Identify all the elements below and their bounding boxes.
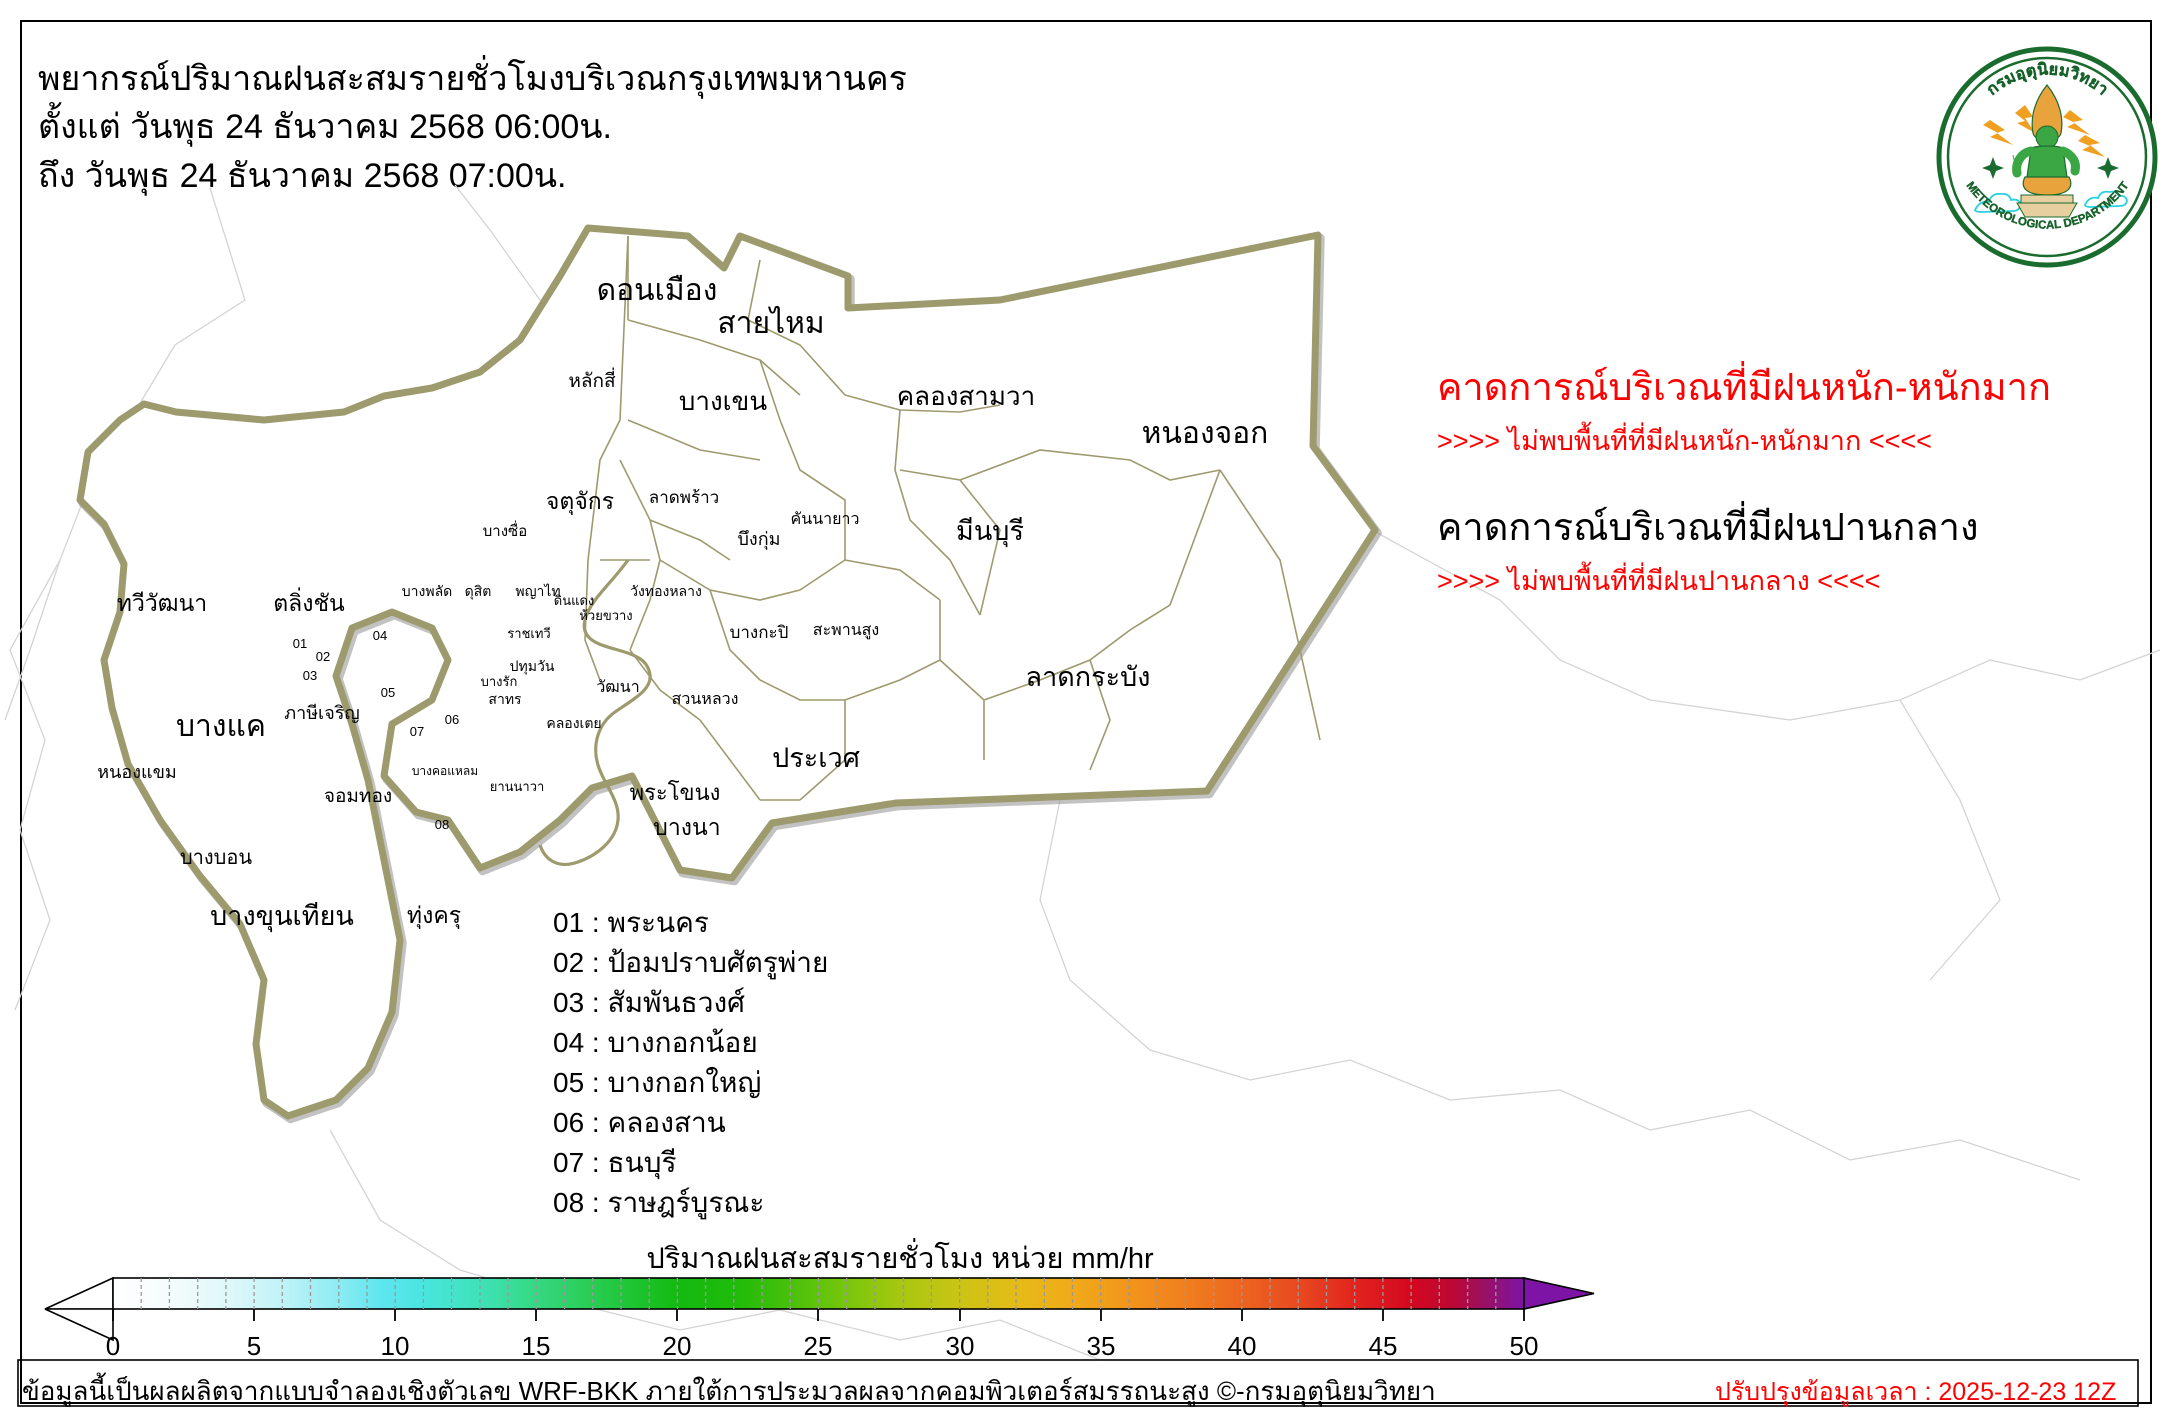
svg-text:สวนหลวง: สวนหลวง [672,691,739,708]
svg-text:ภาษีเจริญ: ภาษีเจริญ [284,703,360,723]
svg-text:บางแค: บางแค [176,710,266,743]
svg-text:07: 07 [410,724,424,739]
svg-text:บางรัก: บางรัก [481,674,518,689]
svg-text:บางกะปิ: บางกะปิ [730,623,789,642]
svg-text:วังทองหลาง: วังทองหลาง [630,583,702,599]
svg-text:02: 02 [316,649,330,664]
svg-text:หนองจอก: หนองจอก [1142,417,1269,450]
svg-text:สะพานสูง: สะพานสูง [813,622,879,640]
svg-text:20: 20 [663,1331,692,1361]
svg-text:25: 25 [804,1331,833,1361]
svg-text:บางเขน: บางเขน [679,386,767,416]
svg-text:คลองสามวา: คลองสามวา [897,381,1035,411]
svg-text:10: 10 [381,1331,410,1361]
svg-text:ปรับปรุงข้อมูลเวลา : 2025-12-2: ปรับปรุงข้อมูลเวลา : 2025-12-23 12Z [1715,1378,2116,1407]
svg-text:ดอนเมือง: ดอนเมือง [597,274,718,307]
svg-text:ปทุมวัน: ปทุมวัน [510,658,555,675]
svg-text:ยานนาวา: ยานนาวา [490,779,545,794]
svg-text:>>>> ไม่พบพื้นที่ที่มีฝนปานกลา: >>>> ไม่พบพื้นที่ที่มีฝนปานกลาง <<<< [1437,561,1880,596]
svg-text:ปริมาณฝนสะสมรายชั่วโมง หน่วย m: ปริมาณฝนสะสมรายชั่วโมง หน่วย mm/hr [646,1238,1154,1275]
svg-text:01 : พระนคร: 01 : พระนคร [553,907,709,938]
svg-text:ห้วยขวาง: ห้วยขวาง [579,608,632,623]
svg-text:วัฒนา: วัฒนา [596,679,639,696]
svg-text:07 : ธนบุรี: 07 : ธนบุรี [553,1147,677,1180]
svg-text:ข้อมูลนี้เป็นผลผลิตจากแบบจำลอง: ข้อมูลนี้เป็นผลผลิตจากแบบจำลองเชิงตัวเลข… [22,1372,1436,1407]
svg-text:ตลิ่งชัน: ตลิ่งชัน [273,587,345,616]
svg-text:40: 40 [1228,1331,1257,1361]
svg-text:5: 5 [247,1331,261,1361]
svg-text:03 : สัมพันธวงศ์: 03 : สัมพันธวงศ์ [553,987,745,1018]
svg-text:06: 06 [445,712,459,727]
svg-text:08 : ราษฎร์บูรณะ: 08 : ราษฎร์บูรณะ [553,1187,764,1220]
svg-text:สายไหม: สายไหม [717,305,824,340]
svg-text:0: 0 [106,1331,120,1361]
svg-text:บางพลัด: บางพลัด [402,583,452,599]
svg-text:02 : ป้อมปราบศัตรูพ่าย: 02 : ป้อมปราบศัตรูพ่าย [553,947,828,980]
svg-text:15: 15 [522,1331,551,1361]
svg-text:ราชเทวี: ราชเทวี [507,626,550,641]
svg-text:35: 35 [1087,1331,1116,1361]
svg-text:พระโขนง: พระโขนง [630,780,721,805]
svg-text:จอมทอง: จอมทอง [324,786,392,807]
svg-text:ดุสิต: ดุสิต [465,583,492,600]
svg-text:ทุ่งครุ: ทุ่งครุ [407,902,461,929]
svg-text:บางนา: บางนา [653,814,720,840]
svg-text:01: 01 [293,636,307,651]
svg-text:04 : บางกอกน้อย: 04 : บางกอกน้อย [553,1027,758,1058]
svg-text:>>>> ไม่พบพื้นที่ที่มีฝนหนัก-ห: >>>> ไม่พบพื้นที่ที่มีฝนหนัก-หนักมาก <<<… [1437,421,1932,456]
svg-text:คันนายาว: คันนายาว [791,511,860,528]
svg-text:05: 05 [381,685,395,700]
svg-text:คาดการณ์บริเวณที่มีฝนปานกลาง: คาดการณ์บริเวณที่มีฝนปานกลาง [1437,501,1979,549]
svg-text:บึงกุ่ม: บึงกุ่ม [738,529,781,550]
svg-text:04: 04 [373,628,387,643]
svg-text:ประเวศ: ประเวศ [772,743,860,773]
svg-text:30: 30 [946,1331,975,1361]
svg-text:บางซื่อ: บางซื่อ [483,520,527,540]
svg-text:หนองแขม: หนองแขม [97,762,177,782]
svg-text:ลาดกระบัง: ลาดกระบัง [1026,662,1151,692]
svg-text:ลาดพร้าว: ลาดพร้าว [649,488,719,507]
svg-text:คลองเตย: คลองเตย [546,715,601,731]
svg-text:ทวีวัฒนา: ทวีวัฒนา [117,590,207,616]
svg-text:03: 03 [303,668,317,683]
svg-text:สาทร: สาทร [488,691,522,707]
svg-text:บางบอน: บางบอน [180,847,252,869]
svg-text:มีนบุรี: มีนบุรี [956,516,1024,548]
svg-text:45: 45 [1369,1331,1398,1361]
svg-text:คาดการณ์บริเวณที่มีฝนหนัก-หนัก: คาดการณ์บริเวณที่มีฝนหนัก-หนักมาก [1437,361,2051,409]
svg-text:50: 50 [1510,1331,1539,1361]
svg-text:05 : บางกอกใหญ่: 05 : บางกอกใหญ่ [553,1066,761,1098]
svg-text:ดินแดง: ดินแดง [554,593,595,608]
svg-text:หลักสี่: หลักสี่ [568,367,616,392]
svg-text:บางคอแหลม: บางคอแหลม [412,764,478,778]
svg-text:บางขุนเทียน: บางขุนเทียน [210,901,354,933]
svg-text:06 : คลองสาน: 06 : คลองสาน [553,1107,726,1138]
svg-text:จตุจักร: จตุจักร [546,488,614,515]
svg-text:08: 08 [435,817,449,832]
